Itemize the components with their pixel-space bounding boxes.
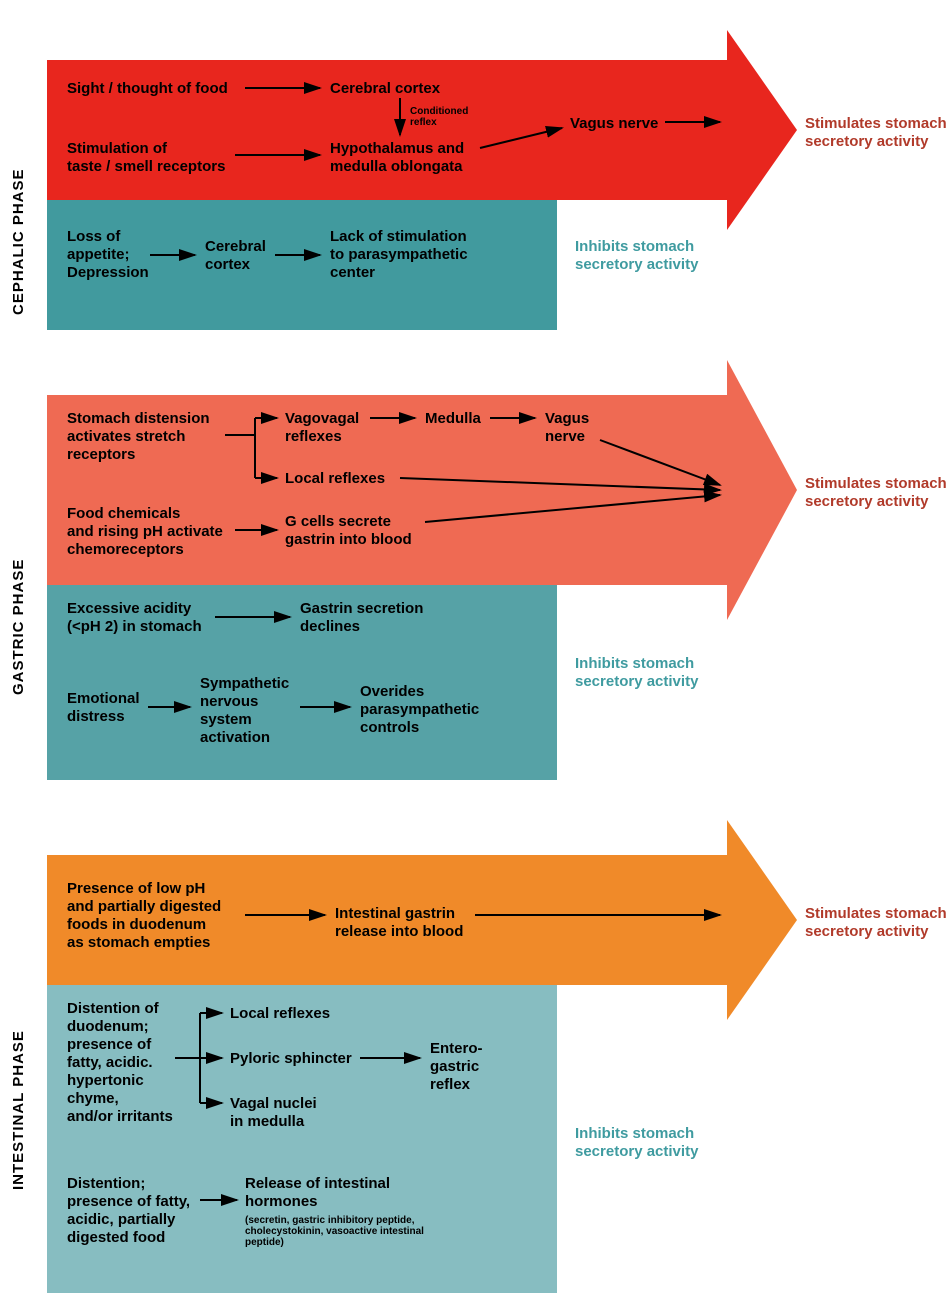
result-cephalic-inhibit: Inhibits stomach secretory activity (575, 238, 698, 274)
text-food-chemicals: Food chemicals and rising pH activate ch… (67, 505, 223, 559)
text-medulla: Medulla (425, 410, 481, 428)
text-sympathetic: Sympathetic nervous system activation (200, 675, 289, 747)
text-vagus-nerve: Vagus nerve (570, 115, 658, 133)
phase-label-cephalic: CEPHALIC PHASE (10, 95, 27, 315)
result-intestinal-inhibit: Inhibits stomach secretory activity (575, 1125, 698, 1161)
text-vagovagal: Vagovagal reflexes (285, 410, 359, 446)
text-distention2: Distention; presence of fatty, acidic, p… (67, 1175, 190, 1247)
text-emotional: Emotional distress (67, 690, 140, 726)
text-enterogastric: Entero- gastric reflex (430, 1040, 483, 1094)
text-gastrin-declines: Gastrin secretion declines (300, 600, 423, 636)
text-release-hormones: Release of intestinal hormones (245, 1175, 390, 1211)
text-overrides: Overides parasympathetic controls (360, 683, 479, 737)
text-local-reflexes2: Local reflexes (230, 1005, 330, 1023)
text-taste-smell: Stimulation of taste / smell receptors (67, 140, 225, 176)
text-vagal-nuclei: Vagal nuclei in medulla (230, 1095, 317, 1131)
text-hormone-list: (secretin, gastric inhibitory peptide, c… (245, 1215, 424, 1248)
text-distention-duodenum: Distention of duodenum; presence of fatt… (67, 1000, 173, 1126)
text-vagus2: Vagus nerve (545, 410, 589, 446)
gastric-secretion-diagram: CEPHALIC PHASE GASTRIC PHASE INTESTINAL … (0, 0, 950, 1313)
text-pyloric: Pyloric sphincter (230, 1050, 352, 1068)
result-cephalic-stim: Stimulates stomach secretory activity (805, 115, 947, 151)
result-gastric-stim: Stimulates stomach secretory activity (805, 475, 947, 511)
text-loss-appetite: Loss of appetite; Depression (67, 228, 149, 282)
text-intestinal-gastrin: Intestinal gastrin release into blood (335, 905, 463, 941)
intestinal-stim-arrow-head (727, 820, 797, 1020)
gastric-stim-arrow-head (727, 360, 797, 620)
phase-label-intestinal: INTESTINAL PHASE (10, 960, 27, 1190)
text-cerebral2: Cerebral cortex (205, 238, 266, 274)
text-local-reflexes: Local reflexes (285, 470, 385, 488)
phase-label-gastric: GASTRIC PHASE (10, 475, 27, 695)
text-cerebral-cortex: Cerebral cortex (330, 80, 440, 98)
text-excessive-acidity: Excessive acidity (<pH 2) in stomach (67, 600, 202, 636)
text-gcells: G cells secrete gastrin into blood (285, 513, 412, 549)
text-stomach-distension: Stomach distension activates stretch rec… (67, 410, 210, 464)
text-hypothalamus: Hypothalamus and medulla oblongata (330, 140, 464, 176)
text-sight-thought: Sight / thought of food (67, 80, 228, 98)
result-intestinal-stim: Stimulates stomach secretory activity (805, 905, 947, 941)
result-gastric-inhibit: Inhibits stomach secretory activity (575, 655, 698, 691)
text-lack-stim: Lack of stimulation to parasympathetic c… (330, 228, 468, 282)
text-presence-low-ph: Presence of low pH and partially digeste… (67, 880, 221, 952)
text-conditioned-reflex: Conditioned reflex (410, 106, 468, 128)
cephalic-stim-arrow-head (727, 30, 797, 230)
